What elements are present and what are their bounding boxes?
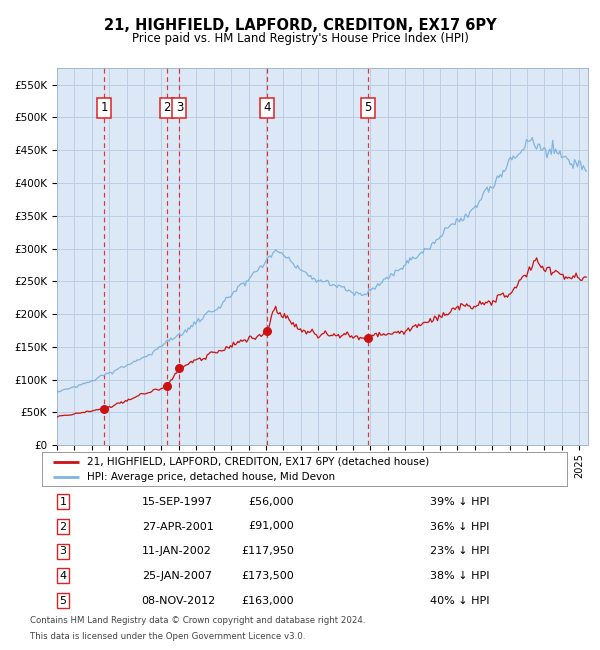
Text: £163,000: £163,000 xyxy=(241,595,294,606)
Text: Contains HM Land Registry data © Crown copyright and database right 2024.: Contains HM Land Registry data © Crown c… xyxy=(30,616,365,625)
Text: 5: 5 xyxy=(59,595,67,606)
Text: 3: 3 xyxy=(59,546,67,556)
Text: HPI: Average price, detached house, Mid Devon: HPI: Average price, detached house, Mid … xyxy=(86,472,335,482)
Text: This data is licensed under the Open Government Licence v3.0.: This data is licensed under the Open Gov… xyxy=(30,632,305,641)
Text: £56,000: £56,000 xyxy=(248,497,294,507)
Text: 08-NOV-2012: 08-NOV-2012 xyxy=(142,595,216,606)
Text: 1: 1 xyxy=(59,497,67,507)
Text: 1: 1 xyxy=(100,101,108,114)
Text: Price paid vs. HM Land Registry's House Price Index (HPI): Price paid vs. HM Land Registry's House … xyxy=(131,32,469,45)
Text: 38% ↓ HPI: 38% ↓ HPI xyxy=(431,571,490,581)
Text: £91,000: £91,000 xyxy=(248,521,294,532)
Text: 25-JAN-2007: 25-JAN-2007 xyxy=(142,571,212,581)
Text: 5: 5 xyxy=(364,101,371,114)
Text: 3: 3 xyxy=(176,101,183,114)
Text: 15-SEP-1997: 15-SEP-1997 xyxy=(142,497,213,507)
Text: 2: 2 xyxy=(163,101,171,114)
Text: 11-JAN-2002: 11-JAN-2002 xyxy=(142,546,212,556)
Text: 39% ↓ HPI: 39% ↓ HPI xyxy=(431,497,490,507)
Text: 2: 2 xyxy=(59,521,67,532)
Text: 40% ↓ HPI: 40% ↓ HPI xyxy=(431,595,490,606)
Text: 27-APR-2001: 27-APR-2001 xyxy=(142,521,214,532)
Text: 36% ↓ HPI: 36% ↓ HPI xyxy=(431,521,490,532)
Text: 4: 4 xyxy=(263,101,271,114)
Text: £173,500: £173,500 xyxy=(241,571,294,581)
Text: 21, HIGHFIELD, LAPFORD, CREDITON, EX17 6PY: 21, HIGHFIELD, LAPFORD, CREDITON, EX17 6… xyxy=(104,18,496,33)
Text: 23% ↓ HPI: 23% ↓ HPI xyxy=(431,546,490,556)
Text: £117,950: £117,950 xyxy=(241,546,294,556)
Text: 21, HIGHFIELD, LAPFORD, CREDITON, EX17 6PY (detached house): 21, HIGHFIELD, LAPFORD, CREDITON, EX17 6… xyxy=(86,456,429,467)
Text: 4: 4 xyxy=(59,571,67,581)
